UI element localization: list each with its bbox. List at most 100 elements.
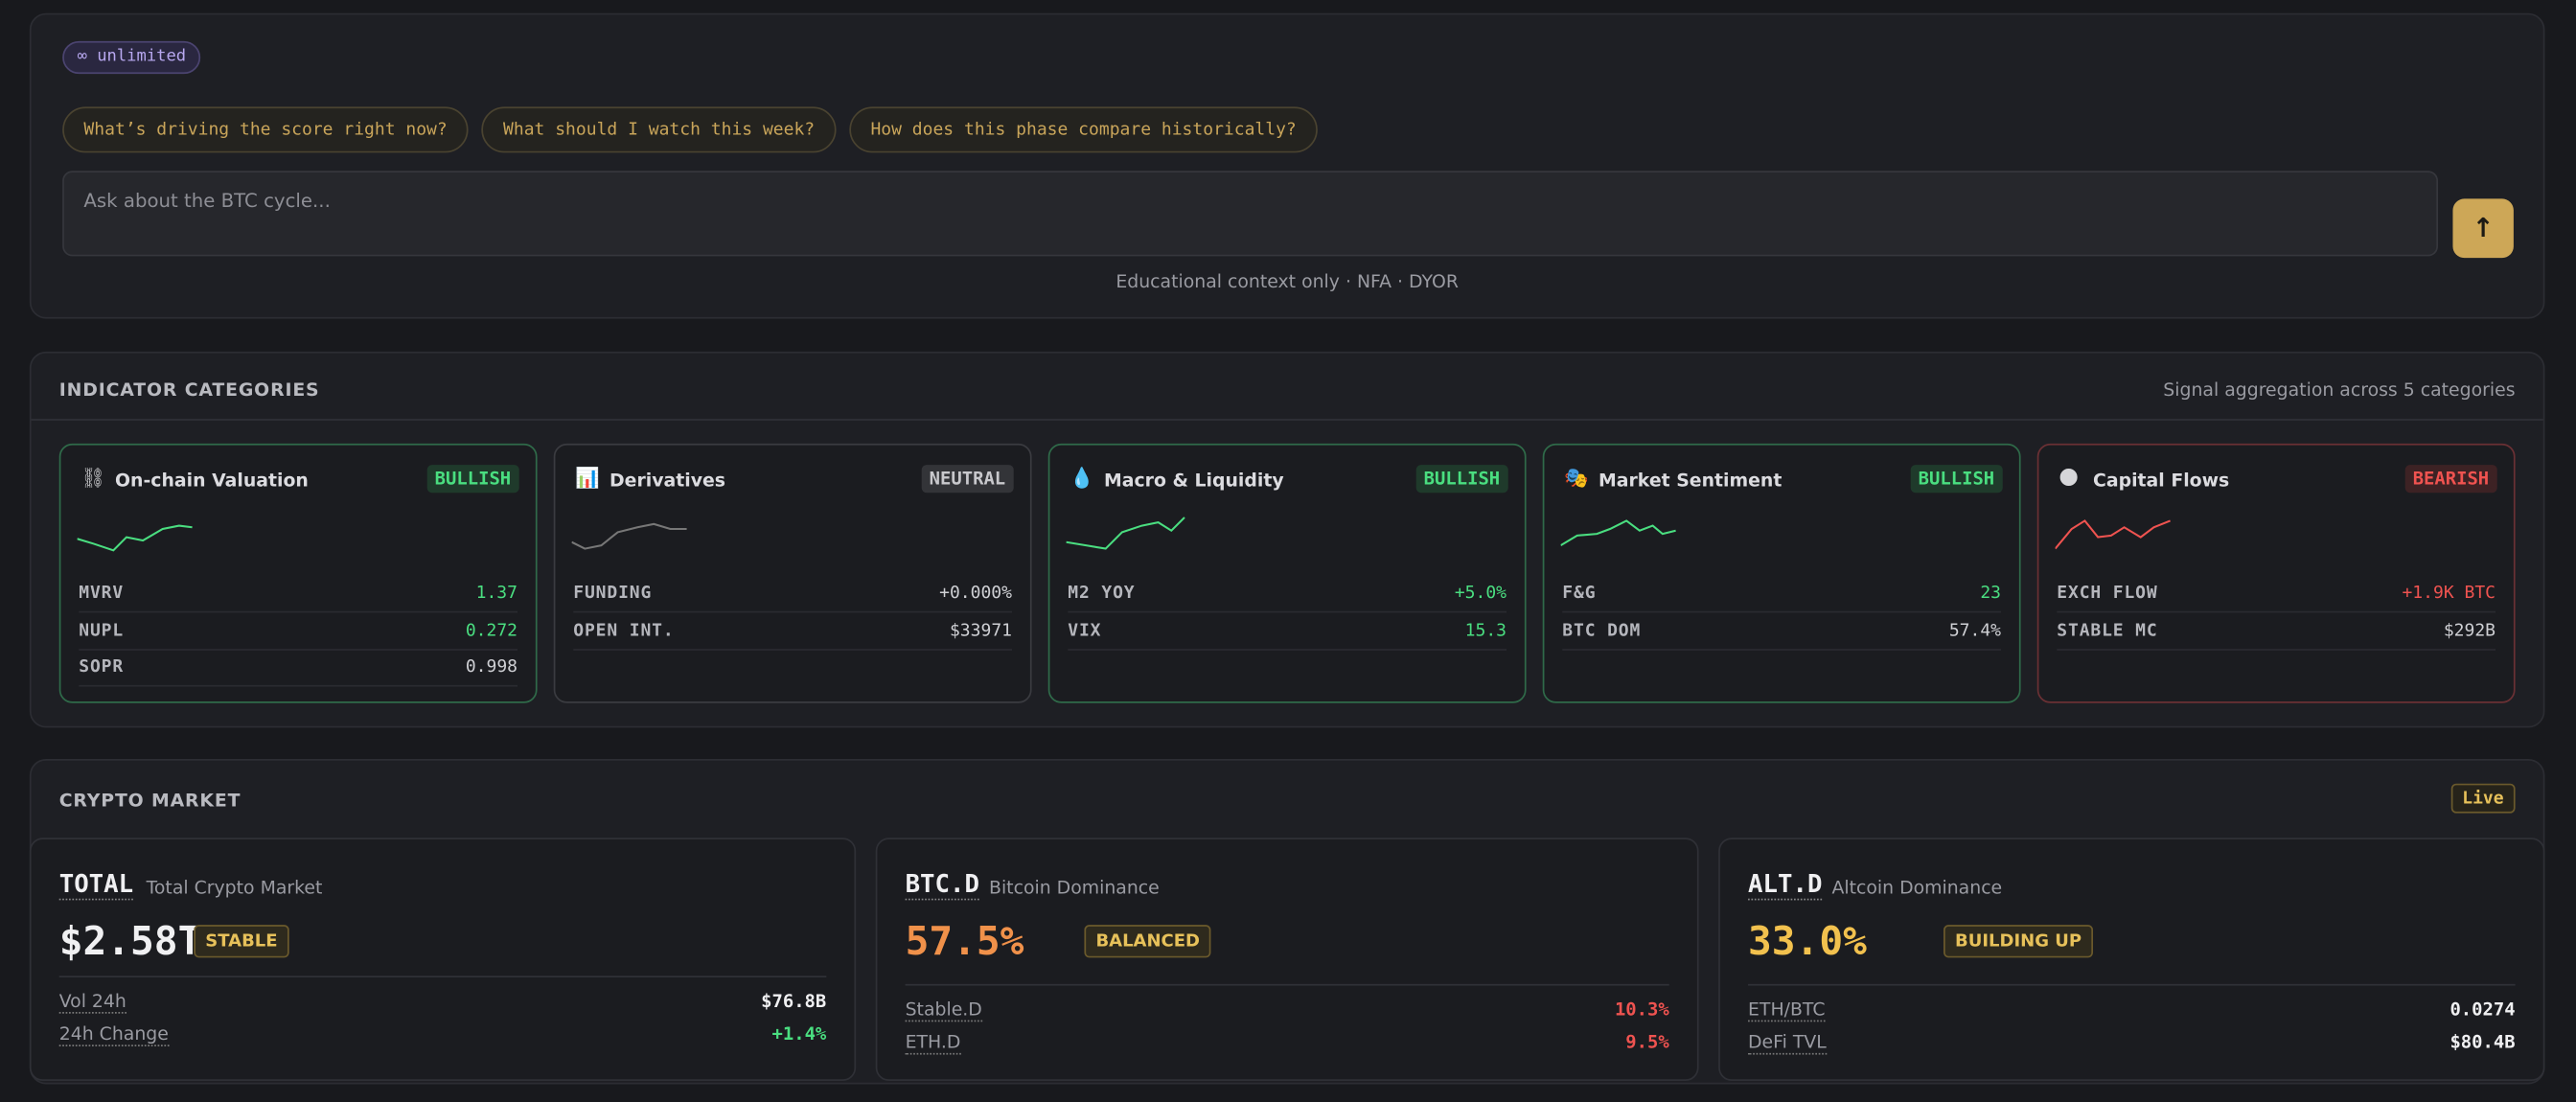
category-icon: 💧 bbox=[1070, 466, 1094, 490]
send-button[interactable]: ↑ bbox=[2452, 198, 2514, 259]
metric-row: OPEN INT. $33971 bbox=[573, 612, 1013, 651]
section-subtitle: Signal aggregation across 5 categories bbox=[2163, 379, 2516, 402]
sparkline bbox=[77, 524, 193, 552]
market-value: $2.58T bbox=[58, 918, 202, 965]
suggestion-chip[interactable]: What should I watch this week? bbox=[481, 106, 837, 153]
indicator-card: 🎭 Market Sentiment BULLISH F&G 23 BTC DOM 57.4… bbox=[1542, 443, 2021, 703]
section-title: CRYPTO MARKET bbox=[58, 790, 242, 812]
signal-badge: NEUTRAL bbox=[921, 465, 1014, 494]
metric-value: 1.37 bbox=[475, 583, 518, 604]
chat-panel: ∞ unlimited What’s driving the score rig… bbox=[29, 12, 2545, 319]
sparkline bbox=[1066, 517, 1185, 550]
category-icon: ⛓ bbox=[80, 466, 106, 490]
metric-row: SOPR 0.998 bbox=[79, 649, 518, 687]
metric-row: VIX 15.3 bbox=[1068, 612, 1507, 651]
indicator-card: 💧 Macro & Liquidity BULLISH M2 YOY +5.0% VIX 1… bbox=[1047, 443, 1527, 703]
row-label: Stable.D bbox=[905, 999, 982, 1022]
row-label: ETH.D bbox=[905, 1030, 961, 1054]
market-name: Altcoin Dominance bbox=[1831, 877, 2003, 899]
metric-label: BTC DOM bbox=[1562, 620, 1642, 640]
category-name: Capital Flows bbox=[2093, 470, 2230, 492]
market-row: Vol 24h $76.8B bbox=[58, 986, 827, 1018]
category-name: On-chain Valuation bbox=[115, 470, 309, 492]
metric-label: NUPL bbox=[79, 620, 125, 640]
metric-label: M2 YOY bbox=[1068, 583, 1136, 604]
metric-value: +1.9K BTC bbox=[2402, 583, 2496, 604]
status-tag: STABLE bbox=[194, 925, 289, 958]
metric-value: 23 bbox=[1980, 583, 2002, 604]
metric-label: FUNDING bbox=[573, 583, 653, 604]
row-value: 10.3% bbox=[1614, 999, 1669, 1021]
sparkline-path bbox=[77, 524, 193, 552]
indicator-panel: INDICATOR CATEGORIES Signal aggregation … bbox=[29, 351, 2545, 728]
suggestion-chip[interactable]: What’s driving the score right now? bbox=[62, 106, 470, 153]
market-row: 24h Change +1.4% bbox=[58, 1018, 827, 1049]
market-name: Total Crypto Market bbox=[146, 877, 323, 899]
metric-row: MVRV 1.37 bbox=[79, 575, 518, 613]
category-name: Market Sentiment bbox=[1598, 470, 1782, 492]
divider bbox=[905, 983, 1669, 986]
sparkline-path bbox=[571, 522, 687, 550]
market-card: ALT.D Altcoin Dominance 33.0% BUILDING UP ET… bbox=[1718, 838, 2545, 1082]
metric-label: OPEN INT. bbox=[573, 620, 675, 640]
suggestions: What’s driving the score right now? What… bbox=[62, 106, 1319, 153]
metric-label: STABLE MC bbox=[2057, 620, 2158, 640]
market-name: Bitcoin Dominance bbox=[989, 877, 1160, 899]
disclaimer: Educational context only · NFA · DYOR bbox=[1116, 270, 1459, 293]
indicator-card: 📊 Derivatives NEUTRAL FUNDING +0.000% OPEN IN… bbox=[553, 443, 1032, 703]
row-label: Vol 24h bbox=[58, 990, 126, 1014]
metric-row: M2 YOY +5.0% bbox=[1068, 575, 1507, 613]
chat-input[interactable]: Ask about the BTC cycle... bbox=[62, 171, 2439, 257]
section-title: INDICATOR CATEGORIES bbox=[58, 379, 320, 402]
metric-value: 0.272 bbox=[465, 620, 518, 640]
market-row: Stable.D 10.3% bbox=[905, 994, 1669, 1025]
category-icon: 🎭 bbox=[1564, 466, 1589, 490]
metric-row: F&G 23 bbox=[1562, 575, 2002, 613]
metric-row: NUPL 0.272 bbox=[79, 612, 518, 651]
market-value: 33.0% bbox=[1748, 918, 1867, 965]
suggestion-chip[interactable]: How does this phase compare historically… bbox=[849, 106, 1319, 153]
row-value: +1.4% bbox=[771, 1022, 827, 1045]
metric-value: 15.3 bbox=[1464, 620, 1507, 640]
ticker: TOTAL bbox=[58, 868, 134, 901]
divider bbox=[58, 976, 827, 978]
row-value: $80.4B bbox=[2450, 1030, 2516, 1053]
metric-row: BTC DOM 57.4% bbox=[1562, 612, 2002, 651]
market-panel: CRYPTO MARKET Live TOTAL Total Crypto Mar… bbox=[29, 759, 2545, 1085]
metric-value: $33971 bbox=[949, 620, 1013, 640]
status-tag: BUILDING UP bbox=[1944, 925, 2094, 958]
row-label: ETH/BTC bbox=[1748, 999, 1826, 1022]
metric-label: VIX bbox=[1068, 620, 1102, 640]
row-label: DeFi TVL bbox=[1748, 1030, 1827, 1054]
metric-value: +0.000% bbox=[939, 583, 1013, 604]
indicator-card: 🌑 Capital Flows BEARISH EXCH FLOW +1.9K BTC S… bbox=[2036, 443, 2516, 703]
metric-label: SOPR bbox=[79, 656, 125, 677]
signal-badge: BEARISH bbox=[2404, 465, 2497, 494]
ticker: BTC.D bbox=[905, 868, 979, 901]
category-icon: 🌑 bbox=[2058, 466, 2080, 490]
metric-row: EXCH FLOW +1.9K BTC bbox=[2057, 575, 2496, 613]
sparkline bbox=[1560, 519, 1676, 547]
market-row: ETH/BTC 0.0274 bbox=[1748, 994, 2516, 1025]
divider bbox=[31, 419, 2543, 421]
indicator-card: ⛓ On-chain Valuation BULLISH MVRV 1.37 NUPL 0.… bbox=[58, 443, 538, 703]
signal-badge: BULLISH bbox=[1910, 465, 2003, 494]
metric-value: 0.998 bbox=[465, 656, 518, 677]
category-name: Derivatives bbox=[610, 470, 726, 492]
metric-label: EXCH FLOW bbox=[2057, 583, 2158, 604]
plan-badge: ∞ unlimited bbox=[62, 40, 201, 75]
sparkline bbox=[571, 522, 687, 550]
status-tag: BALANCED bbox=[1084, 925, 1212, 958]
row-value: $76.8B bbox=[761, 990, 827, 1013]
market-card: TOTAL Total Crypto Market $2.58T STABLE Vol … bbox=[29, 838, 857, 1082]
sparkline-path bbox=[1560, 519, 1676, 547]
category-icon: 📊 bbox=[575, 466, 600, 490]
sparkline bbox=[2055, 519, 2171, 550]
sparkline-path bbox=[1066, 517, 1185, 550]
metric-label: F&G bbox=[1562, 583, 1597, 604]
row-value: 0.0274 bbox=[2450, 999, 2516, 1021]
market-value: 57.5% bbox=[905, 918, 1024, 965]
metric-row: STABLE MC $292B bbox=[2057, 612, 2496, 651]
